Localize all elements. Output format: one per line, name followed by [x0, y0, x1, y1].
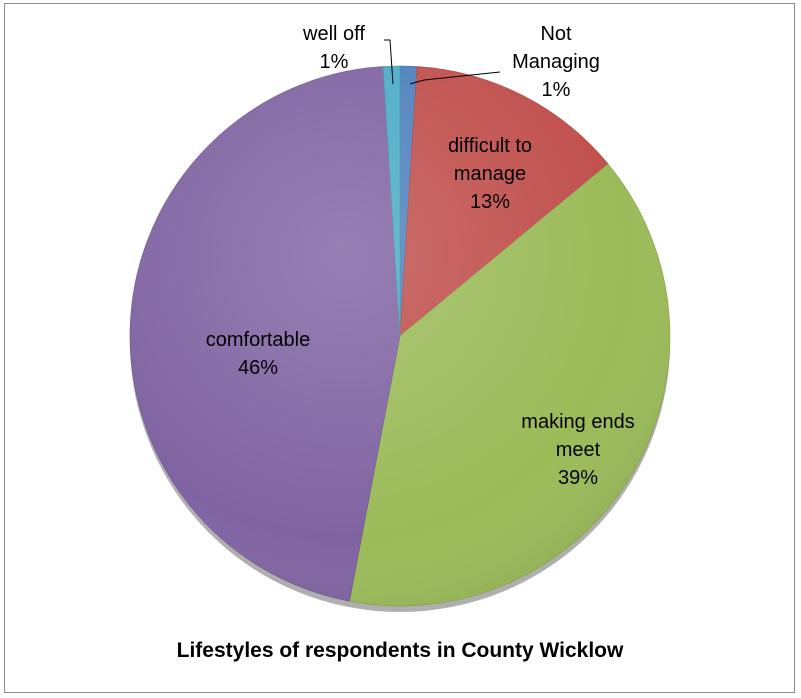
leader-line-not-managing	[409, 71, 501, 85]
slice-label-well-off: well off 1%	[302, 23, 365, 73]
slice-percent-well-off: 1%	[320, 51, 349, 73]
slice-name-difficult-to-manage: manage	[454, 163, 526, 185]
slice-name-making-ends-meet: making ends	[521, 411, 634, 433]
slice-labels: Not Managing 1% difficult to manage 13% making…	[206, 23, 635, 489]
slice-name-making-ends-meet: meet	[556, 439, 601, 461]
slice-name-difficult-to-manage: difficult to	[448, 135, 532, 157]
slice-label-difficult-to-manage: difficult to manage 13%	[448, 135, 532, 213]
chart-title: Lifestyles of respondents in County Wick…	[177, 639, 624, 662]
leader-line-well-off	[384, 39, 394, 85]
slice-percent-comfortable: 46%	[238, 357, 278, 379]
slice-percent-making-ends-meet: 39%	[558, 467, 598, 489]
slice-name-not-managing: Not	[540, 23, 572, 45]
slice-name-well-off: well off	[302, 23, 365, 45]
slice-label-making-ends-meet: making ends meet 39%	[521, 411, 634, 489]
slice-percent-difficult-to-manage: 13%	[470, 191, 510, 213]
slice-name-comfortable: comfortable	[206, 329, 311, 351]
slice-percent-not-managing: 1%	[542, 79, 571, 101]
leader-lines	[384, 39, 501, 85]
slice-label-not-managing: Not Managing 1%	[512, 23, 600, 101]
slice-name-not-managing: Managing	[512, 51, 600, 73]
slice-label-comfortable: comfortable 46%	[206, 329, 311, 379]
